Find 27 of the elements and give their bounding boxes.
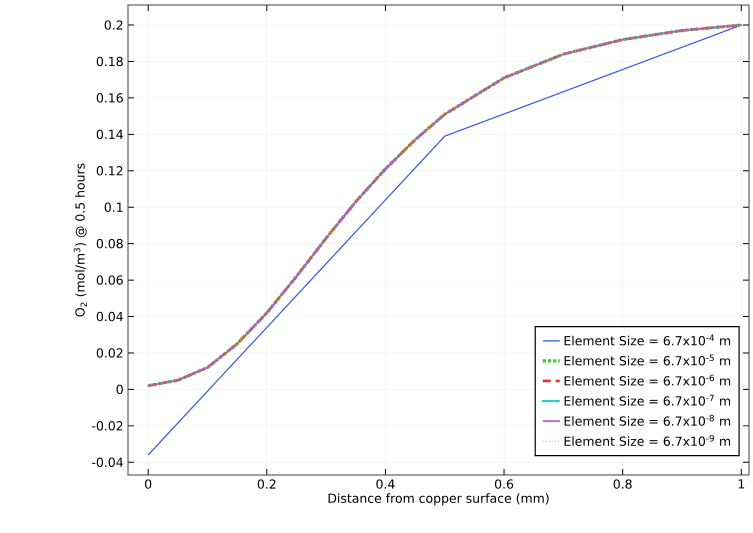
- x-tick-label: 0.2: [258, 479, 276, 489]
- x-tick-label: 0: [145, 479, 152, 489]
- x-tick-label: 0.8: [614, 479, 632, 489]
- y-tick-label: 0.12: [96, 166, 122, 176]
- legend-label: Element Size = 6.7x10$^{-4}$ m: [564, 334, 730, 346]
- y-tick-label: 0.2: [104, 20, 122, 30]
- y-tick-label: -0.04: [92, 458, 123, 467]
- y-tick-label: 0.14: [96, 130, 123, 140]
- legend-label: Element Size = 6.7x10$^{-9}$ m: [564, 434, 730, 446]
- y-tick-label: 0.1: [104, 202, 123, 212]
- x-axis-title: Distance from copper surface (mm): [328, 493, 549, 506]
- y-tick-label: 0: [116, 384, 123, 394]
- legend-label: Element Size = 6.7x10$^{-8}$ m: [564, 414, 730, 426]
- y-tick-label: 0.06: [96, 275, 123, 285]
- legend-label: Element Size = 6.7x10$^{-5}$ m: [564, 354, 730, 366]
- legend-label: Element Size = 6.7x10$^{-7}$ m: [564, 394, 730, 406]
- y-tick-label: 0.08: [96, 238, 123, 248]
- x-tick-label: 0.4: [376, 479, 395, 489]
- y-tick-label: 0.16: [96, 93, 123, 103]
- y-tick-label: 0.04: [96, 312, 123, 322]
- y-tick-label: 0.18: [96, 56, 123, 66]
- y-tick-label: -0.02: [92, 421, 122, 431]
- x-tick-label: 1: [738, 479, 744, 488]
- legend-label: Element Size = 6.7x10$^{-6}$ m: [564, 374, 730, 386]
- y-axis-title: O$_{2}$ (mol/m$^{3}$) @ 0.5 hours: [74, 163, 87, 316]
- x-tick-label: 0.6: [494, 479, 514, 489]
- y-tick-label: 0.02: [96, 348, 122, 358]
